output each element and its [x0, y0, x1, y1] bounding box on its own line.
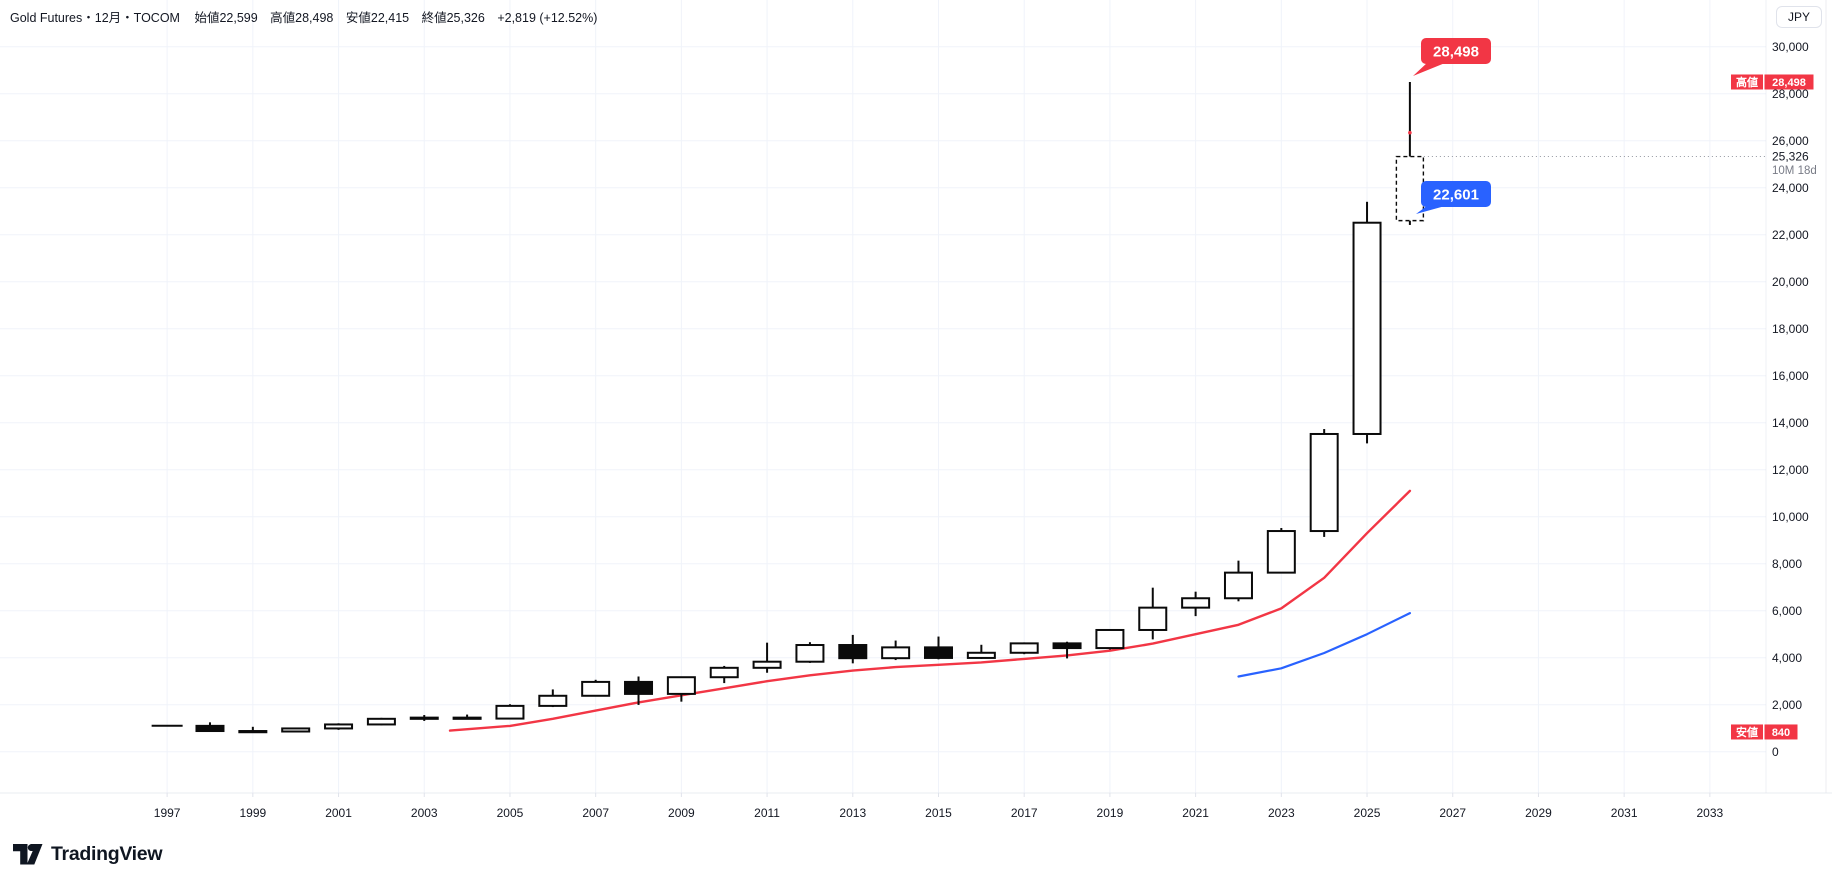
ohlc-high: 高値28,498 [270, 11, 334, 25]
time-axis-labels: 1997 1999 2001 2003 2005 2007 2009 2011 2013 2015… [154, 793, 1724, 820]
price-axis[interactable] [1766, 0, 1832, 793]
candle-2005[interactable] [495, 704, 525, 720]
candle-2013[interactable] [838, 634, 868, 664]
price-axis-label: 14,000 [1772, 416, 1809, 430]
year-axis-label: 2027 [1439, 806, 1466, 820]
candle-2002[interactable] [366, 717, 396, 726]
currency-toggle-button[interactable]: JPY [1775, 6, 1822, 28]
svg-text:高値: 高値 [1736, 75, 1758, 89]
price-axis-label: 2,000 [1772, 698, 1802, 712]
red-trend-line [448, 489, 1412, 732]
year-axis-label: 2033 [1697, 806, 1724, 820]
tradingview-logo-text: TradingView [51, 843, 163, 865]
year-axis-label: 2025 [1354, 806, 1381, 820]
price-axis-label: 6,000 [1772, 604, 1802, 618]
candle-2022[interactable] [1223, 560, 1253, 602]
candle-1998[interactable] [195, 722, 225, 733]
svg-text:840: 840 [1772, 727, 1790, 739]
low-label-badge: 安値 840 [1731, 724, 1798, 740]
candle-2024[interactable] [1309, 429, 1339, 537]
price-axis-label: 16,000 [1772, 369, 1809, 383]
year-axis-label: 2003 [411, 806, 438, 820]
candle-2019[interactable] [1095, 628, 1125, 650]
svg-text:22,601: 22,601 [1433, 187, 1479, 204]
svg-text:28,498: 28,498 [1433, 43, 1479, 60]
year-axis-label: 2031 [1611, 806, 1638, 820]
current-price-callout[interactable]: 22,601 [1416, 181, 1491, 214]
high-label-badge: 高値 28,498 [1731, 74, 1814, 90]
price-axis-labels: 30,000 28,000 26,000 24,000 22,000 20,000 18,0… [1772, 40, 1817, 759]
year-axis-label: 2017 [1011, 806, 1038, 820]
candle-2018[interactable] [1052, 641, 1082, 659]
candle-1999[interactable] [238, 726, 268, 734]
candle-2012[interactable] [795, 642, 825, 663]
candle-2007[interactable] [581, 679, 611, 697]
price-axis-label: 30,000 [1772, 40, 1809, 54]
year-axis-label: 2013 [839, 806, 866, 820]
price-axis-label: 4,000 [1772, 651, 1802, 665]
symbol-title[interactable]: Gold Futures・12月・TOCOM [10, 11, 180, 25]
candle-2016[interactable] [966, 644, 996, 659]
year-axis-label: 2015 [925, 806, 952, 820]
candle-2003[interactable] [409, 715, 439, 721]
candle-2026[interactable] [1395, 81, 1425, 225]
current-price-label: 25,326 [1772, 150, 1809, 164]
tradingview-logo[interactable]: TradingView [13, 843, 163, 866]
candle-2011[interactable] [752, 642, 782, 673]
symbol-header: Gold Futures・12月・TOCOM 始値22,599 高値28,498… [10, 7, 606, 26]
year-axis-label: 2007 [582, 806, 609, 820]
candle-2001[interactable] [324, 723, 354, 730]
price-axis-label: 24,000 [1772, 181, 1809, 195]
year-axis-label: 2009 [668, 806, 695, 820]
year-axis-label: 2011 [754, 806, 780, 820]
candle-2008[interactable] [624, 676, 654, 705]
year-axis-label: 1999 [239, 806, 266, 820]
year-axis-label: 1997 [154, 806, 181, 820]
candle-2000[interactable] [281, 727, 311, 733]
year-axis-label: 2023 [1268, 806, 1295, 820]
price-axis-label: 26,000 [1772, 134, 1809, 148]
ohlc-low: 安値22,415 [345, 11, 410, 25]
tradingview-logo-icon [13, 844, 43, 865]
ohlc-close: 終値25,326 [421, 11, 485, 25]
candle-2015[interactable] [923, 636, 953, 660]
candle-2020[interactable] [1138, 587, 1168, 640]
bar-close-countdown: 10M 18d [1772, 165, 1817, 177]
price-axis-label: 28,000 [1772, 87, 1809, 101]
grid [0, 0, 1766, 793]
price-axis-label: 18,000 [1772, 322, 1809, 336]
year-axis-label: 2019 [1097, 806, 1124, 820]
high-price-callout[interactable]: 28,498 [1413, 37, 1491, 76]
year-axis-label: 2005 [497, 806, 524, 820]
candle-2010[interactable] [709, 665, 739, 684]
candle-2023[interactable] [1266, 527, 1296, 574]
price-axis-label: 0 [1772, 745, 1779, 759]
ohlc-open: 始値22,599 [194, 11, 258, 25]
candle-2025[interactable] [1352, 201, 1382, 444]
time-axis[interactable] [0, 793, 1832, 833]
svg-text:安値: 安値 [1736, 725, 1758, 739]
wick-price-dot [1408, 130, 1412, 135]
candle-2006[interactable] [538, 689, 568, 708]
candle-2009[interactable] [666, 676, 696, 702]
price-axis-label: 8,000 [1772, 557, 1802, 571]
year-axis-label: 2001 [325, 806, 352, 820]
candle-2014[interactable] [881, 640, 911, 661]
candle-2004[interactable] [452, 714, 482, 720]
candle-2017[interactable] [1009, 642, 1039, 655]
year-axis-label: 2021 [1182, 806, 1209, 820]
price-axis-label: 20,000 [1772, 275, 1809, 289]
price-axis-label: 22,000 [1772, 228, 1809, 242]
ohlc-change: +2,819 (+12.52%) [497, 11, 598, 25]
price-axis-label: 10,000 [1772, 510, 1809, 524]
price-axis-label: 12,000 [1772, 463, 1809, 477]
blue-trend-line [1237, 611, 1412, 678]
year-axis-label: 2029 [1525, 806, 1552, 820]
candle-2021[interactable] [1181, 591, 1211, 617]
svg-text:28,498: 28,498 [1772, 77, 1806, 89]
